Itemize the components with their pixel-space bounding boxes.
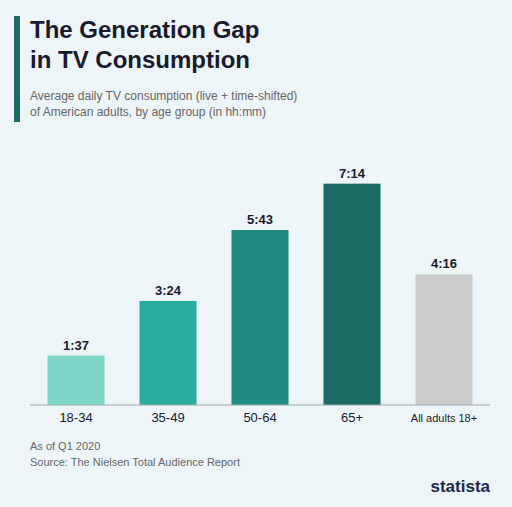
subtitle: of American adults, by age group (in hh:… [30,105,266,119]
bar [415,274,472,405]
x-tick-label: All adults 18+ [411,412,477,424]
labels: 1:37 18-34 3:24 35-49 5:43 50-64 7:14 65+ 4:16 Al… [59,166,477,425]
bars [47,184,472,405]
x-tick-label: 65+ [341,410,363,425]
logo-text: statista [430,477,490,496]
bar [139,301,196,405]
bar [47,356,104,405]
footnote: Source: The Nielsen Total Audience Repor… [30,456,240,468]
bar [323,184,380,405]
bar [231,230,288,405]
data-label: 5:43 [247,212,273,227]
data-label: 3:24 [155,283,182,298]
x-axis-line [30,405,490,406]
x-tick-label: 18-34 [59,410,92,425]
chart: The Generation Gap in TV Consumption Avera… [0,0,512,507]
data-label: 7:14 [339,166,366,181]
data-label: 1:37 [63,338,89,353]
subtitle: Average daily TV consumption (live + tim… [30,89,297,103]
title: The Generation Gap [30,16,259,43]
footnote: As of Q1 2020 [30,440,100,452]
x-tick-label: 50-64 [243,410,276,425]
title: in TV Consumption [30,46,250,73]
accent-bar [14,16,20,122]
data-label: 4:16 [431,256,457,271]
x-tick-label: 35-49 [151,410,184,425]
